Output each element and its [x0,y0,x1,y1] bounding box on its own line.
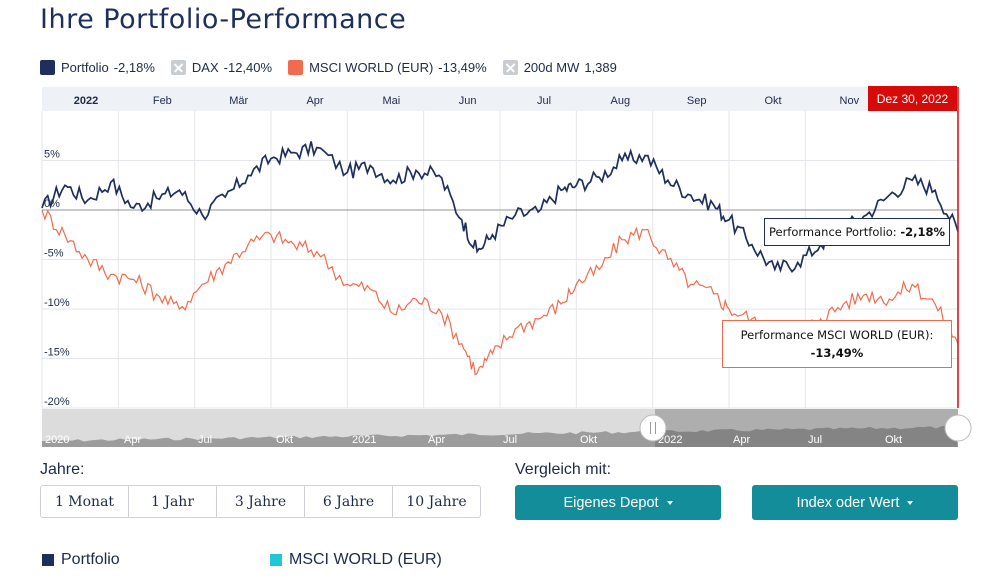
x-tick-label: Jul [537,95,551,107]
x-axis-band [42,87,958,111]
caret-down-icon [666,500,673,505]
cross-box-icon [502,60,518,75]
navigator-label: Okt [580,434,597,446]
legend-label-msci: MSCI WORLD (EUR) [309,60,434,75]
navigator-label: 2022 [658,434,682,446]
x-tick-label: 2022 [74,95,98,107]
legend-label-portfolio: Portfolio [61,60,109,75]
legend-value-msci: -13,49% [438,60,487,75]
x-tick-label: Sep [687,95,707,107]
navigator-selection[interactable] [655,409,958,447]
navigator-area [42,425,958,447]
period-button-1-monat[interactable]: 1 Monat [40,485,129,518]
navigator-label: 2020 [45,434,69,446]
x-tick-label: Mär [229,95,248,107]
legend-item-msci[interactable]: MSCI WORLD (EUR) -13,49% [288,60,487,75]
msci-swatch-icon [288,60,304,75]
legend-value-200d: 1,389 [584,60,617,75]
period-button-10-jahre[interactable]: 10 Jahre [392,485,481,518]
legend-label-200d: 200d MW [523,60,580,75]
square-swatch-icon [270,554,282,566]
legend-item-200d[interactable]: 200d MW 1,389 [502,60,617,75]
x-axis-ticks: 2022 Feb Mär Apr Mai Jun Jul Aug Sep Okt Nov [74,95,860,107]
bottom-legend-portfolio: Portfolio [42,551,120,569]
range-navigator[interactable]: 2020 Apr Jul Okt 2021 Apr Jul Okt 2022 Apr Jul Okt [42,409,972,447]
y-tick-label: 5% [44,149,60,161]
own-depot-dropdown[interactable]: Eigenes Depot [515,485,721,520]
x-tick-label: Jun [459,95,477,107]
own-depot-label: Eigenes Depot [563,494,659,511]
bottom-legend-label: MSCI WORLD (EUR) [289,551,442,568]
navigator-label: 2021 [352,434,376,446]
y-tick-label: -15% [44,347,70,359]
period-button-3-jahre[interactable]: 3 Jahre [216,485,305,518]
page-title: Ihre Portfolio-Performance [40,4,407,35]
bottom-legend-msci: MSCI WORLD (EUR) [270,551,442,569]
chart-grid [41,111,958,409]
navigator-label: Jul [198,434,212,446]
y-tick-label: -10% [44,297,70,309]
x-tick-label: Mai [382,95,400,107]
legend-item-portfolio[interactable]: Portfolio -2,18% [40,60,155,75]
current-date-flag: Dez 30, 2022 [868,86,957,111]
period-button-group: 1 Monat 1 Jahr 3 Jahre 6 Jahre 10 Jahre [40,485,481,518]
y-tick-label: -5% [44,248,64,260]
performance-chart[interactable]: 2022 Feb Mär Apr Mai Jun Jul Aug Sep Okt Nov 5%0%-… [0,0,1000,460]
legend-value-dax: -12,40% [223,60,273,75]
tooltip-portfolio: Performance Portfolio: -2,18% [764,218,950,246]
bottom-legend-label: Portfolio [61,551,120,568]
navigator-label: Apr [124,434,141,446]
navigator-label: Jul [808,434,822,446]
navigator-label: Okt [885,434,902,446]
navigator-label: Jul [503,434,517,446]
legend-value-portfolio: -2,18% [113,60,155,75]
legend-item-dax[interactable]: DAX -12,40% [170,60,273,75]
navigator-handle-left[interactable] [639,414,667,442]
legend-label-dax: DAX [191,60,219,75]
portfolio-swatch-icon [40,60,55,75]
chart-legend: Portfolio -2,18% DAX -12,40% MSCI WORLD … [40,60,633,75]
navigator-labels: 2020 Apr Jul Okt 2021 Apr Jul Okt 2022 Apr Jul Okt [45,434,902,446]
y-tick-label: -20% [44,396,70,408]
tooltip-portfolio-value: -2,18% [900,225,946,239]
period-button-6-jahre[interactable]: 6 Jahre [304,485,393,518]
index-or-value-dropdown[interactable]: Index oder Wert [752,485,958,520]
compare-label: Vergleich mit: [515,461,612,478]
x-tick-label: Nov [840,95,860,107]
index-or-value-label: Index oder Wert [796,494,900,511]
x-tick-label: Aug [611,95,631,107]
x-tick-label: Apr [306,95,323,107]
x-tick-label: Feb [153,95,172,107]
navigator-label: Apr [428,434,445,446]
x-tick-label: Okt [764,95,781,107]
caret-down-icon [907,500,914,505]
series-line-portfolio [41,141,959,274]
tooltip-msci-value: -13,49% [810,346,864,360]
tooltip-portfolio-label: Performance Portfolio: [768,225,897,239]
navigator-label: Apr [733,434,750,446]
navigator-handle-right[interactable] [944,414,972,442]
navigator-label: Okt [276,434,293,446]
tooltip-msci-label: Performance MSCI WORLD (EUR): [740,328,934,342]
period-button-1-jahr[interactable]: 1 Jahr [128,485,217,518]
tooltip-msci: Performance MSCI WORLD (EUR): -13,49% [722,320,952,368]
cross-box-icon [170,60,186,75]
years-label: Jahre: [40,461,85,478]
square-swatch-icon [42,554,54,566]
